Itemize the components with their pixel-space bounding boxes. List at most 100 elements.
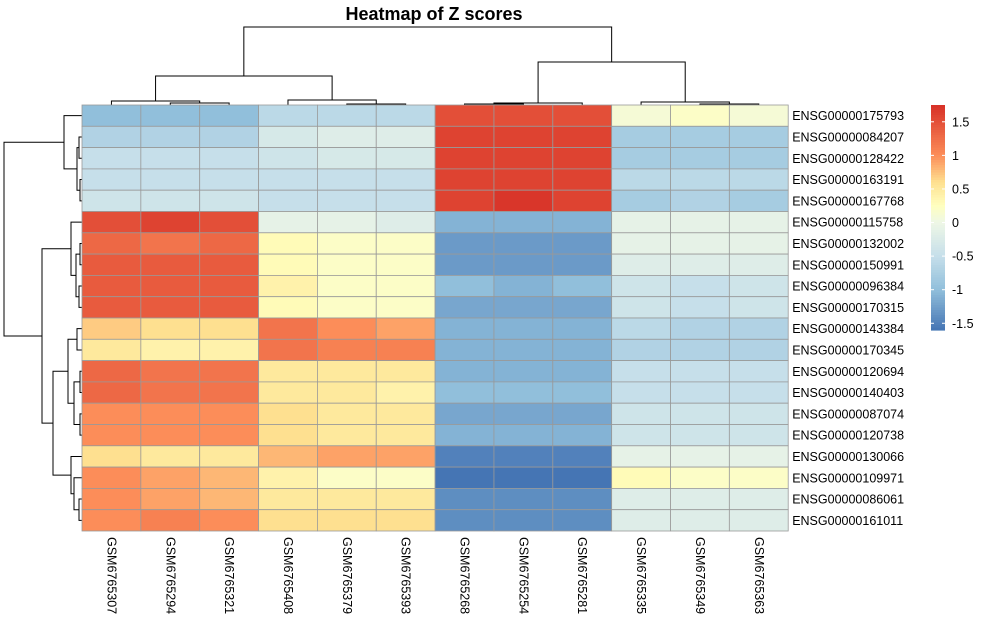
heatmap-cell [552,338,613,361]
legend-swatch [931,297,945,301]
heatmap-cell [552,125,613,149]
heatmap-cell [316,402,377,425]
row-label: ENSG00000170315 [792,301,904,315]
heatmap-cell [670,402,730,425]
heatmap-cell [199,189,259,212]
heatmap-cell [552,424,613,447]
heatmap-cell [728,424,789,447]
row-label: ENSG00000170345 [792,343,904,357]
heatmap-cell [316,104,377,127]
dendrogram-link [78,136,82,159]
heatmap-cell [611,360,671,383]
color-legend: 1.5 1 0.5 0 -0.5 -1 -1.5 [931,105,974,331]
heatmap-cell [81,338,142,361]
legend-swatch [931,127,945,131]
column-label: GSM6765281 [575,537,589,614]
heatmap-cell [140,125,201,149]
heatmap-cell [316,125,377,149]
row-label: ENSG00000120694 [792,365,904,379]
heatmap-cell [375,232,436,255]
heatmap-cell [493,253,554,276]
row-label: ENSG00000132002 [792,237,904,251]
legend-swatch [931,252,945,256]
row-label: ENSG00000115758 [792,216,903,230]
heatmap-cell [552,253,613,276]
heatmap-cell [316,487,377,511]
heatmap-cell [140,168,201,191]
heatmap-cell [140,509,201,532]
heatmap-cell [140,253,201,276]
legend-swatch [931,225,945,229]
heatmap-cell [434,274,495,298]
heatmap-cell [81,445,142,468]
legend-swatch [931,245,945,249]
legend-swatch [931,207,945,211]
heatmap-cell [670,381,730,404]
heatmap-cell [552,232,613,255]
heatmap-cell [258,253,318,276]
legend-swatch [931,182,945,186]
legend-swatch [931,212,945,216]
heatmap-cell [258,104,318,127]
heatmap-cell [670,445,730,468]
legend-swatch [931,200,945,204]
heatmap-cell [728,466,789,489]
legend-swatch [931,265,945,269]
heatmap-cell [140,211,201,234]
dendrogram-link [41,248,71,424]
heatmap-cell [258,125,318,149]
heatmap-cell [375,317,436,340]
heatmap-cell [670,424,730,447]
heatmap-cell [728,232,789,255]
heatmap-cell [81,466,142,489]
legend-swatch [931,170,945,174]
heatmap-cell [611,381,671,404]
legend-swatch [931,215,945,219]
heatmap-cell [140,189,201,212]
heatmap-cell [258,189,318,212]
heatmap-cell [258,445,318,468]
heatmap-cell [670,466,730,489]
legend-swatch [931,285,945,289]
heatmap-cell [611,189,671,212]
heatmap-cell [375,211,436,234]
row-dendrogram [3,115,82,521]
heatmap-cell [434,445,495,468]
heatmap-cell [81,402,142,425]
dendrogram-link [70,455,82,495]
legend-swatch [931,312,945,316]
legend-swatch [931,152,945,156]
heatmap-cell [728,125,789,149]
legend-swatch [931,255,945,259]
heatmap-cell [81,211,142,234]
heatmap-cell [316,296,377,319]
heatmap-cell [81,125,142,149]
legend-swatch [931,280,945,284]
heatmap-cell [199,125,259,149]
legend-swatch [931,222,945,226]
heatmap-cell [81,253,142,276]
row-label: ENSG00000109971 [792,471,904,485]
heatmap-cell [493,487,554,511]
heatmap-cell [552,104,613,127]
heatmap-cell [611,253,671,276]
column-labels: GSM6765307 GSM6765294 GSM6765321 GSM6765408… [104,537,765,614]
heatmap-cell [493,338,554,361]
column-label: GSM6765321 [222,537,236,614]
heatmap-cell [316,381,377,404]
dendrogram-link [73,381,80,425]
legend-swatch [931,162,945,166]
legend-swatch [931,180,945,184]
heatmap-cell [81,274,142,298]
heatmap-cell [611,424,671,447]
legend-swatch [931,310,945,314]
legend-swatch [931,187,945,191]
heatmap-cell [728,189,789,212]
heatmap-cell [375,189,436,212]
heatmap-cell [552,381,613,404]
heatmap-cell [728,147,789,170]
heatmap-cell [611,466,671,489]
heatmap-cell [611,147,671,170]
legend-swatch [931,150,945,154]
